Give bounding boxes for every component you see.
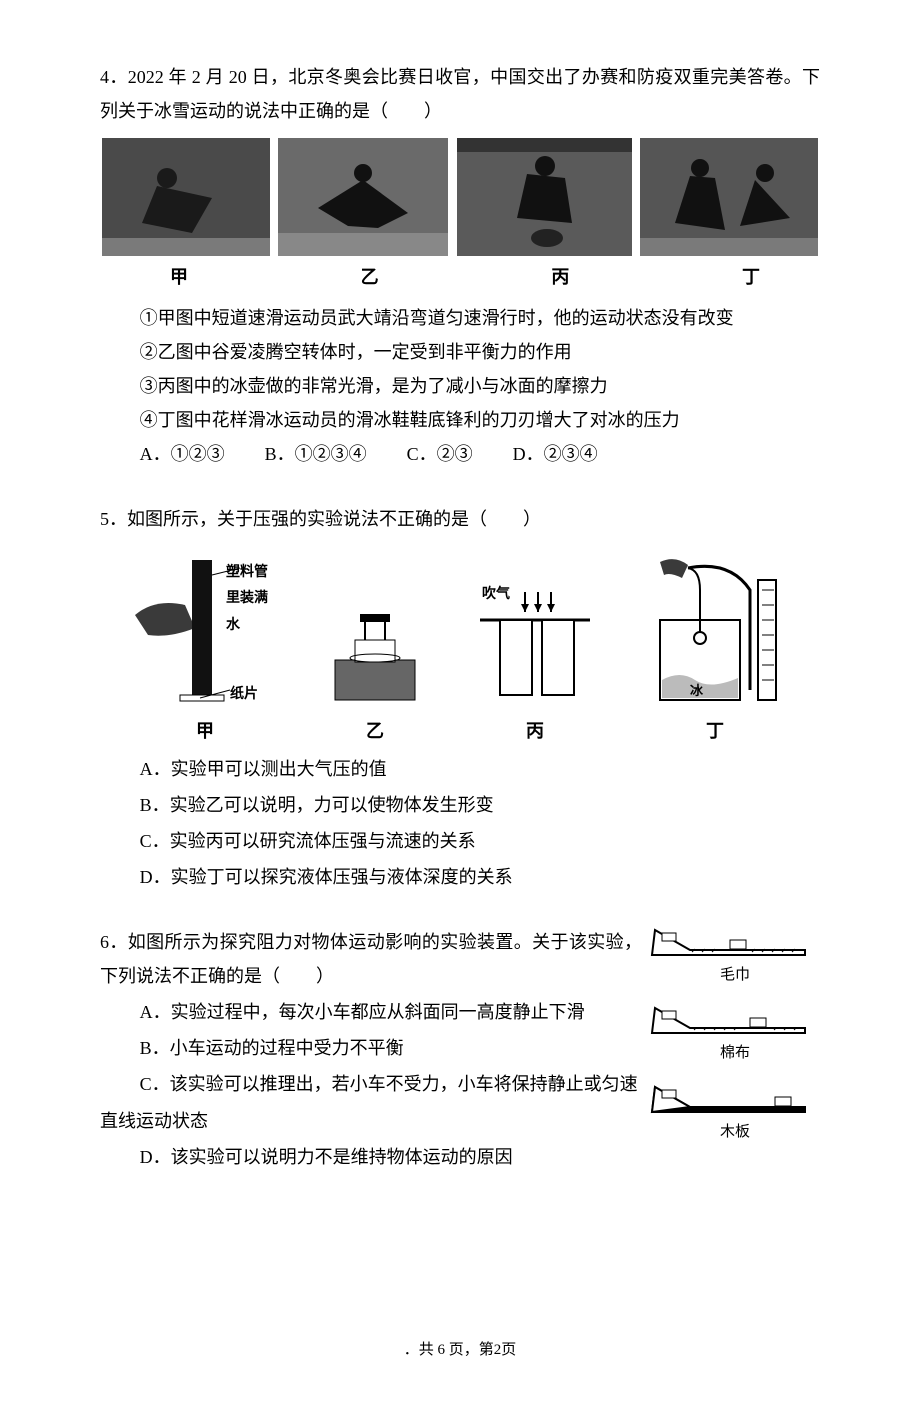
- q4-choice-d[interactable]: D．②③④: [513, 437, 598, 471]
- q6-stem: 6．如图所示为探究阻力对物体运动影响的实验装置。关于该实验，下列说法不正确的是（…: [100, 925, 642, 993]
- q6-choice-b[interactable]: B．小车运动的过程中受力不平衡: [140, 1031, 642, 1065]
- question-6: 6．如图所示为探究阻力对物体运动影响的实验装置。关于该实验，下列说法不正确的是（…: [100, 925, 820, 1176]
- q5-choice-c[interactable]: C．实验丙可以研究流体压强与流速的关系: [140, 824, 820, 858]
- q4-stem: 4．2022 年 2 月 20 日，北京冬奥会比赛日收官，中国交出了办赛和防疫双…: [100, 60, 820, 128]
- q5-cap-ding: 丁: [706, 714, 724, 748]
- q4-img-yi: [278, 138, 448, 256]
- q6-choice-c-line2[interactable]: 直线运动状态: [100, 1104, 642, 1138]
- q5-diag-ding: 冰 丁: [640, 550, 790, 748]
- page-footer: ．共 6 页，第2页: [100, 1336, 820, 1365]
- question-5: 5．如图所示，关于压强的实验说法不正确的是（ ） 塑料管里装满水 纸片 甲: [100, 502, 820, 895]
- q4-s2: ②乙图中谷爱凌腾空转体时，一定受到非平衡力的作用: [140, 335, 820, 369]
- q5-choice-a[interactable]: A．实验甲可以测出大气压的值: [140, 752, 820, 786]
- q5-diag-bing: 吹气 丙: [470, 580, 600, 748]
- q4-choice-a[interactable]: A．①②③: [140, 437, 225, 471]
- svg-text:冰: 冰: [690, 683, 704, 698]
- q6-choice-d[interactable]: D．该实验可以说明力不是维持物体运动的原因: [140, 1140, 642, 1174]
- q5-diag-yi: 乙: [320, 600, 430, 748]
- lbl-tube: 塑料管里装满水: [226, 560, 280, 640]
- ramp-towel: [650, 925, 820, 957]
- ramp-label-towel: 毛巾: [650, 961, 820, 990]
- cap-yi: 乙: [361, 260, 379, 294]
- q4-s4: ④丁图中花样滑冰运动员的滑冰鞋鞋底锋利的刀刃增大了对冰的压力: [140, 403, 820, 437]
- lbl-blow-svg: 吹气: [482, 585, 510, 602]
- ramp-label-board: 木板: [650, 1118, 820, 1147]
- q4-text: 2022 年 2 月 20 日，北京冬奥会比赛日收官，中国交出了办赛和防疫双重完…: [100, 67, 820, 121]
- cap-bing: 丙: [551, 260, 569, 294]
- q4-choices: A．①②③ B．①②③④ C．②③ D．②③④: [100, 437, 820, 471]
- q4-image-row: [100, 138, 820, 256]
- q6-choice-c-line1[interactable]: C．该实验可以推理出，若小车不受力，小车将保持静止或匀速: [140, 1067, 642, 1101]
- cap-ding: 丁: [742, 260, 760, 294]
- q4-img-bing: [457, 138, 632, 256]
- q4-choice-c[interactable]: C．②③: [407, 437, 473, 471]
- q6-number: 6．: [100, 932, 128, 952]
- lbl-paper: 纸片: [230, 682, 258, 709]
- q5-choices: A．实验甲可以测出大气压的值 B．实验乙可以说明，力可以使物体发生形变 C．实验…: [100, 752, 820, 895]
- cap-jia: 甲: [170, 260, 188, 294]
- q5-cap-jia: 甲: [196, 714, 214, 748]
- q5-diagrams: 塑料管里装满水 纸片 甲 乙 吹气: [100, 550, 820, 748]
- q5-choice-b[interactable]: B．实验乙可以说明，力可以使物体发生形变: [140, 788, 820, 822]
- q5-number: 5．: [100, 509, 127, 529]
- q6-text: 如图所示为探究阻力对物体运动影响的实验装置。关于该实验，下列说法不正确的是（ ）: [100, 932, 642, 986]
- ramp-board: [650, 1082, 820, 1114]
- q5-stem: 5．如图所示，关于压强的实验说法不正确的是（ ）: [100, 502, 820, 536]
- question-4: 4．2022 年 2 月 20 日，北京冬奥会比赛日收官，中国交出了办赛和防疫双…: [100, 60, 820, 472]
- q5-diag-jia: 塑料管里装满水 纸片 甲: [130, 550, 280, 748]
- q5-choice-d[interactable]: D．实验丁可以探究液体压强与液体深度的关系: [140, 860, 820, 894]
- q6-ramp-diagrams: 毛巾 棉布 木板: [650, 925, 820, 1161]
- q4-s1: ①甲图中短道速滑运动员武大靖沿弯道匀速滑行时，他的运动状态没有改变: [140, 301, 820, 335]
- ramp-label-cloth: 棉布: [650, 1039, 820, 1068]
- q4-s3: ③丙图中的冰壶做的非常光滑，是为了减小与冰面的摩擦力: [140, 369, 820, 403]
- q4-number: 4．: [100, 67, 128, 87]
- q6-choices: A．实验过程中，每次小车都应从斜面同一高度静止下滑 B．小车运动的过程中受力不平…: [100, 995, 642, 1102]
- q4-choice-b[interactable]: B．①②③④: [265, 437, 367, 471]
- q4-img-jia: [102, 138, 270, 256]
- ramp-cloth: [650, 1003, 820, 1035]
- q4-statements: ①甲图中短道速滑运动员武大靖沿弯道匀速滑行时，他的运动状态没有改变 ②乙图中谷爱…: [100, 301, 820, 438]
- q4-captions: 甲 乙 丙 丁: [100, 260, 820, 294]
- q5-text: 如图所示，关于压强的实验说法不正确的是（ ）: [127, 509, 541, 529]
- q5-cap-bing: 丙: [526, 714, 544, 748]
- q6-choice-a[interactable]: A．实验过程中，每次小车都应从斜面同一高度静止下滑: [140, 995, 642, 1029]
- q4-img-ding: [640, 138, 818, 256]
- q5-cap-yi: 乙: [366, 714, 384, 748]
